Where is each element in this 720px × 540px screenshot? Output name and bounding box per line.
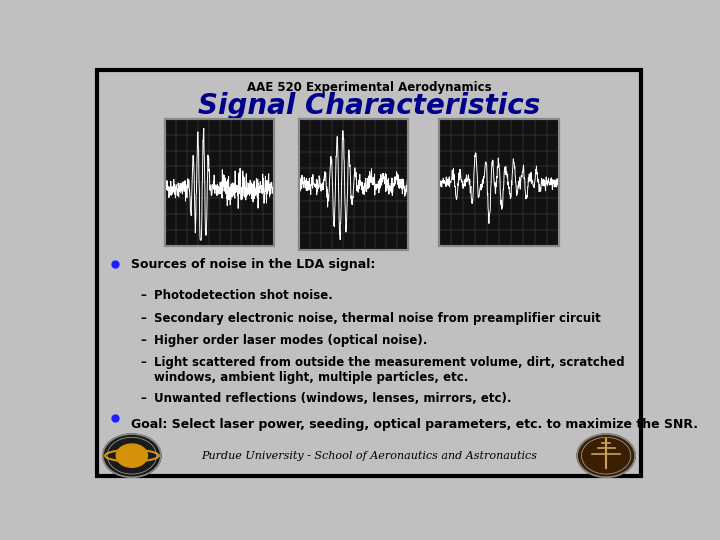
Text: –: – [140, 334, 146, 347]
Text: Secondary electronic noise, thermal noise from preamplifier circuit: Secondary electronic noise, thermal nois… [154, 312, 601, 325]
Text: Sources of noise in the LDA signal:: Sources of noise in the LDA signal: [131, 258, 375, 271]
Text: Light scattered from outside the measurement volume, dirt, scratched
windows, am: Light scattered from outside the measure… [154, 356, 625, 384]
Text: –: – [140, 393, 146, 406]
Bar [166, 119, 274, 246]
Circle shape [103, 434, 161, 477]
Text: Higher order laser modes (optical noise).: Higher order laser modes (optical noise)… [154, 334, 428, 347]
Bar [166, 119, 274, 246]
Bar [300, 119, 408, 250]
Text: Goal: Select laser power, seeding, optical parameters, etc. to maximize the SNR.: Goal: Select laser power, seeding, optic… [131, 418, 698, 431]
Bar [300, 119, 408, 250]
Text: Photodetection shot noise.: Photodetection shot noise. [154, 289, 333, 302]
Circle shape [577, 434, 635, 477]
Text: –: – [140, 312, 146, 325]
Circle shape [116, 444, 148, 467]
Text: Purdue University - School of Aeronautics and Astronautics: Purdue University - School of Aeronautic… [201, 451, 537, 461]
Text: Signal Characteristics: Signal Characteristics [198, 92, 540, 120]
Text: –: – [140, 289, 146, 302]
Text: Unwanted reflections (windows, lenses, mirrors, etc).: Unwanted reflections (windows, lenses, m… [154, 393, 512, 406]
Bar [438, 119, 559, 246]
Text: –: – [140, 356, 146, 369]
Text: AAE 520 Experimental Aerodynamics: AAE 520 Experimental Aerodynamics [247, 81, 491, 94]
Bar [438, 119, 559, 246]
